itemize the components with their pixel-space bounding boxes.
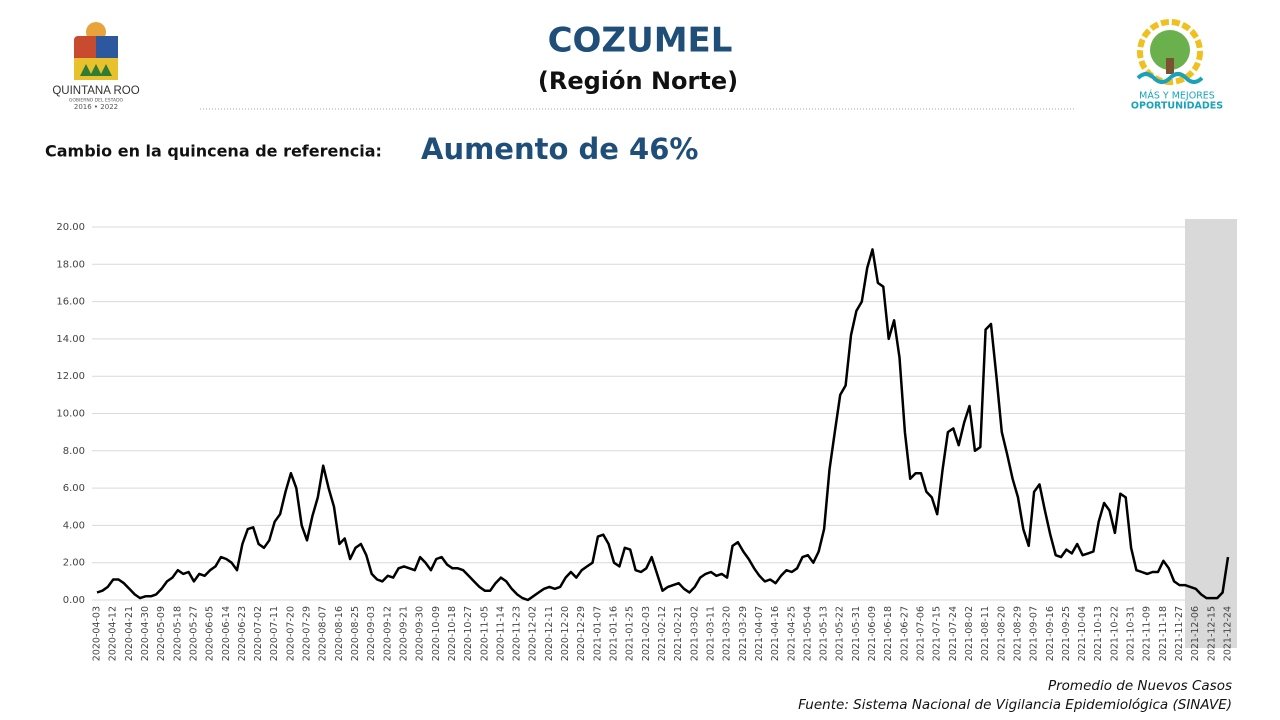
x-tick-label: 2020-07-20 [285, 606, 296, 661]
x-tick-label: 2021-08-29 [1012, 606, 1023, 661]
x-tick-label: 2020-05-27 [188, 606, 199, 661]
logo-name: QUINTANA ROO [52, 85, 139, 97]
x-tick-label: 2020-04-12 [108, 606, 119, 661]
change-value: Aumento de 46% [421, 132, 698, 166]
x-tick-label: 2020-08-07 [318, 606, 329, 661]
x-tick-label: 2021-06-27 [899, 606, 910, 661]
x-tick-label: 2020-11-14 [495, 606, 506, 661]
x-tick-label: 2021-02-21 [673, 606, 684, 661]
x-tick-label: 2020-10-09 [431, 606, 442, 661]
x-tick-label: 2020-05-09 [156, 606, 167, 661]
x-tick-label: 2020-05-18 [172, 606, 183, 661]
x-tick-label: 2021-10-13 [1093, 606, 1104, 661]
x-tick-label: 2020-08-16 [334, 606, 345, 661]
x-tick-label: 2020-07-11 [269, 606, 280, 661]
y-tick-label: 4.00 [63, 520, 85, 531]
x-tick-label: 2021-05-04 [802, 606, 813, 661]
x-tick-label: 2021-03-02 [689, 606, 700, 661]
state-logo [74, 22, 118, 80]
plot: 0.00 2.00 4.00 6.00 8.00 10.00 12.00 14.00 16.00… [56, 222, 1237, 661]
x-tick-label: 2020-11-05 [479, 606, 490, 661]
x-tick-label: 2021-10-31 [1126, 606, 1137, 661]
x-tick-label: 2020-04-21 [124, 606, 135, 661]
x-tick-label: 2021-10-22 [1109, 606, 1120, 661]
logo-text: OPORTUNIDADES [1131, 101, 1223, 112]
x-tick-label: 2021-09-07 [1029, 606, 1040, 661]
y-tick-label: 8.00 [63, 446, 85, 457]
x-tick-label: 2021-06-18 [883, 606, 894, 661]
x-tick-label: 2020-12-20 [560, 606, 571, 661]
y-tick-label: 2.00 [63, 558, 85, 569]
x-tick-label: 2021-04-07 [754, 606, 765, 661]
x-tick-label: 2020-10-18 [447, 606, 458, 661]
source-note: Fuente: Sistema Nacional de Vigilancia E… [798, 697, 1232, 713]
logo-text: MÁS Y MEJORES [1139, 90, 1215, 102]
y-tick-label: 10.00 [56, 409, 85, 420]
x-tick-label: 2021-05-31 [851, 606, 862, 661]
x-tick-label: 2020-09-30 [415, 606, 426, 661]
x-tick-label: 2021-01-25 [625, 606, 636, 661]
x-tick-label: 2021-03-20 [722, 606, 733, 661]
x-tick-label: 2021-09-16 [1045, 606, 1056, 661]
x-tick-label: 2020-07-02 [253, 606, 264, 661]
x-tick-label: 2021-05-22 [835, 606, 846, 661]
x-tick-label: 2021-02-03 [641, 606, 652, 661]
x-tick-label: 2020-04-03 [92, 606, 103, 661]
y-tick-label: 20.00 [56, 222, 85, 233]
x-tick-label: 2021-01-07 [592, 606, 603, 661]
x-tick-label: 2020-06-23 [237, 606, 248, 661]
x-tick-label: 2020-09-12 [382, 606, 393, 661]
x-tick-label: 2020-09-21 [398, 606, 409, 661]
x-tick-label: 2021-04-16 [770, 606, 781, 661]
y-tick-label: 16.00 [56, 297, 85, 308]
x-tick-label: 2021-08-02 [964, 606, 975, 661]
x-tick-label: 2021-07-15 [932, 606, 943, 661]
y-tick-label: 0.00 [63, 595, 85, 606]
x-tick-label: 2020-07-29 [302, 606, 313, 661]
x-tick-label: 2021-03-29 [738, 606, 749, 661]
x-tick-label: 2021-12-06 [1190, 606, 1201, 661]
y-tick-label: 12.00 [56, 371, 85, 382]
x-tick-label: 2021-06-09 [867, 606, 878, 661]
x-tick-label: 2021-07-24 [948, 606, 959, 661]
x-tick-label: 2021-08-11 [980, 606, 991, 661]
x-tick-label: 2021-12-24 [1223, 606, 1234, 661]
x-tick-label: 2021-08-20 [996, 606, 1007, 661]
x-tick-label: 2021-12-15 [1206, 606, 1217, 661]
x-tick-label: 2020-12-02 [528, 606, 539, 661]
x-tick-label: 2021-10-04 [1077, 606, 1088, 661]
logo-years: 2016 • 2022 [74, 103, 118, 111]
y-tick-label: 18.00 [56, 259, 85, 270]
x-tick-label: 2020-12-29 [576, 606, 587, 661]
x-tick-label: 2021-07-06 [916, 606, 927, 661]
x-tick-label: 2021-11-27 [1174, 606, 1185, 661]
title: COZUMEL [548, 21, 733, 61]
x-tick-label: 2021-05-13 [819, 606, 830, 661]
subtitle: (Región Norte) [538, 67, 738, 95]
y-tick-label: 6.00 [63, 483, 85, 494]
x-tick-label: 2020-09-03 [366, 606, 377, 661]
x-tick-label: 2021-04-25 [786, 606, 797, 661]
x-tick-label: 2020-08-25 [350, 606, 361, 661]
x-tick-label: 2021-03-11 [705, 606, 716, 661]
x-tick-label: 2020-04-30 [140, 606, 151, 661]
x-tick-label: 2020-11-23 [512, 606, 523, 661]
measure-note: Promedio de Nuevos Casos [1048, 678, 1232, 694]
campaign-logo [1136, 19, 1204, 85]
x-tick-label: 2020-10-27 [463, 606, 474, 661]
x-tick-label: 2020-12-11 [544, 606, 555, 661]
x-tick-label: 2021-11-09 [1142, 606, 1153, 661]
y-tick-label: 14.00 [56, 334, 85, 345]
x-tick-label: 2020-06-14 [221, 606, 232, 661]
x-tick-label: 2021-01-16 [609, 606, 620, 661]
x-tick-label: 2021-11-18 [1158, 606, 1169, 661]
x-tick-label: 2020-06-05 [205, 606, 216, 661]
data-line [96, 248, 1230, 602]
x-tick-label: 2021-09-25 [1061, 606, 1072, 661]
x-tick-label: 2021-02-12 [657, 606, 668, 661]
reference-period [1185, 219, 1237, 648]
change-label: Cambio en la quincena de referencia: [45, 142, 382, 161]
logo-sub: GOBIERNO DEL ESTADO [69, 98, 124, 104]
